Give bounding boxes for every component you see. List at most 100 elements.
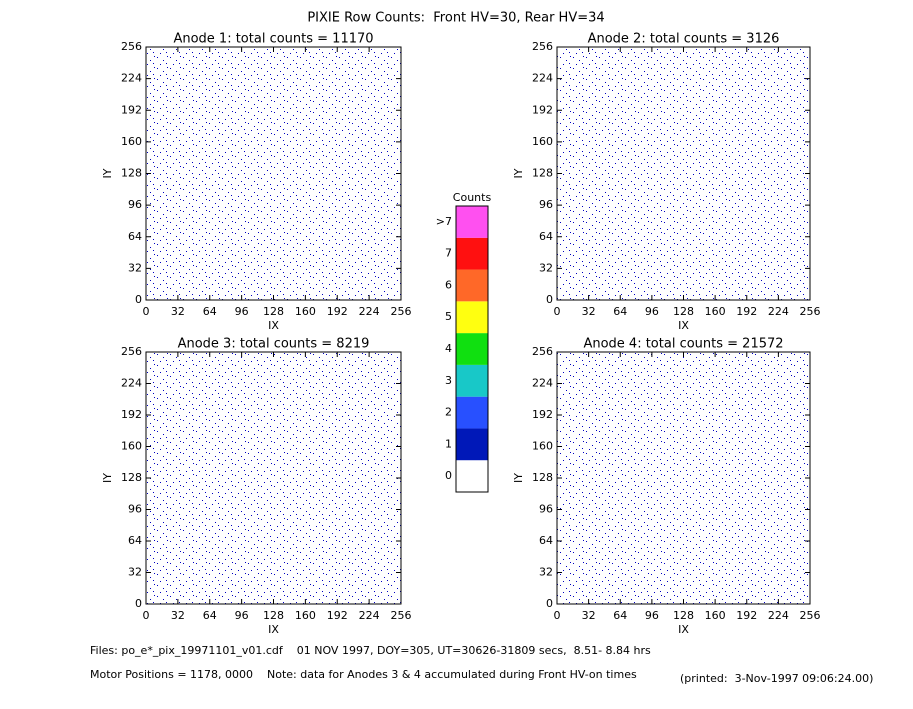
y-tick-label: 96 <box>128 503 142 516</box>
y-tick-label: 128 <box>532 471 553 484</box>
y-axis-label: IY <box>101 473 114 483</box>
y-tick-label: 0 <box>546 293 553 306</box>
y-tick-label: 192 <box>532 103 553 116</box>
colorbar-label: 5 <box>445 310 452 323</box>
x-tick-label: 128 <box>673 609 694 622</box>
x-axis-label: IX <box>268 623 279 636</box>
x-tick-label: 160 <box>705 609 726 622</box>
colorbar-swatch <box>456 301 488 334</box>
colorbar-swatch <box>456 460 488 492</box>
x-tick-label: 96 <box>235 305 249 318</box>
y-tick-label: 0 <box>135 293 142 306</box>
y-tick-label: 224 <box>121 72 142 85</box>
y-tick-label: 192 <box>121 103 142 116</box>
y-tick-label: 32 <box>539 261 553 274</box>
y-tick-label: 192 <box>121 408 142 421</box>
colorbar-swatch <box>456 237 488 270</box>
y-tick-label: 96 <box>128 198 142 211</box>
x-tick-label: 64 <box>613 305 627 318</box>
colorbar-label: 6 <box>445 278 452 291</box>
footer-printed: (printed: 3-Nov-1997 09:06:24.00) <box>680 672 873 685</box>
x-tick-label: 0 <box>143 305 150 318</box>
y-tick-label: 32 <box>128 566 142 579</box>
colorbar-label: 2 <box>445 406 452 419</box>
x-tick-label: 32 <box>171 609 185 622</box>
colorbar-swatch <box>456 396 488 429</box>
y-tick-label: 160 <box>121 135 142 148</box>
y-tick-label: 160 <box>532 440 553 453</box>
x-tick-label: 192 <box>736 305 757 318</box>
y-tick-label: 96 <box>539 198 553 211</box>
y-tick-label: 96 <box>539 503 553 516</box>
y-tick-label: 32 <box>128 261 142 274</box>
x-tick-label: 96 <box>645 609 659 622</box>
panel-title: Anode 1: total counts = 11170 <box>173 32 373 47</box>
y-tick-label: 224 <box>532 377 553 390</box>
x-tick-label: 224 <box>359 609 380 622</box>
x-axis-label: IX <box>268 319 279 332</box>
x-tick-label: 32 <box>171 305 185 318</box>
panel-title: Anode 3: total counts = 8219 <box>178 337 370 352</box>
x-tick-label: 128 <box>263 305 284 318</box>
y-tick-label: 128 <box>532 167 553 180</box>
y-tick-label: 64 <box>128 534 142 547</box>
x-tick-label: 224 <box>768 305 789 318</box>
x-tick-label: 224 <box>768 609 789 622</box>
x-tick-label: 192 <box>327 305 348 318</box>
panel-title: Anode 4: total counts = 21572 <box>583 337 783 352</box>
y-tick-label: 224 <box>532 72 553 85</box>
footer-motor: Motor Positions = 1178, 0000 Note: data … <box>90 668 637 681</box>
x-tick-label: 192 <box>327 609 348 622</box>
count-map <box>557 352 810 604</box>
y-tick-label: 0 <box>546 597 553 610</box>
x-tick-label: 0 <box>143 609 150 622</box>
y-axis-label: IY <box>101 168 114 178</box>
y-tick-label: 128 <box>121 167 142 180</box>
panel-title: Anode 2: total counts = 3126 <box>588 32 780 47</box>
x-axis-label: IX <box>678 319 689 332</box>
x-tick-label: 96 <box>235 609 249 622</box>
y-tick-label: 192 <box>532 408 553 421</box>
y-tick-label: 256 <box>121 345 142 358</box>
y-tick-label: 32 <box>539 566 553 579</box>
x-tick-label: 64 <box>203 305 217 318</box>
x-axis-label: IX <box>678 623 689 636</box>
colorbar-swatch <box>456 428 488 461</box>
y-tick-label: 256 <box>532 345 553 358</box>
x-tick-label: 256 <box>800 609 821 622</box>
x-tick-label: 64 <box>613 609 627 622</box>
y-tick-label: 160 <box>121 440 142 453</box>
x-tick-label: 32 <box>582 305 596 318</box>
x-tick-label: 160 <box>295 609 316 622</box>
x-tick-label: 128 <box>673 305 694 318</box>
colorbar-label: 7 <box>445 247 452 260</box>
colorbar-label: 4 <box>445 342 452 355</box>
y-tick-label: 64 <box>539 534 553 547</box>
colorbar-title: Counts <box>453 191 492 204</box>
page-title: PIXIE Row Counts: Front HV=30, Rear HV=3… <box>307 11 604 26</box>
y-axis-label: IY <box>512 168 525 178</box>
y-tick-label: 64 <box>128 230 142 243</box>
x-tick-label: 256 <box>391 609 412 622</box>
x-tick-label: 64 <box>203 609 217 622</box>
colorbar-label: 3 <box>445 374 452 387</box>
colorbar-label: 0 <box>445 469 452 482</box>
y-tick-label: 224 <box>121 377 142 390</box>
y-tick-label: 256 <box>532 40 553 53</box>
x-tick-label: 32 <box>582 609 596 622</box>
x-tick-label: 128 <box>263 609 284 622</box>
y-tick-label: 160 <box>532 135 553 148</box>
colorbar-swatch <box>456 206 488 238</box>
colorbar-swatch <box>456 333 488 365</box>
colorbar-swatch <box>456 364 488 397</box>
x-tick-label: 256 <box>391 305 412 318</box>
x-tick-label: 160 <box>705 305 726 318</box>
colorbar-label: >7 <box>436 215 452 228</box>
y-tick-label: 256 <box>121 40 142 53</box>
x-tick-label: 0 <box>554 305 561 318</box>
x-tick-label: 160 <box>295 305 316 318</box>
count-map <box>146 352 401 604</box>
x-tick-label: 192 <box>736 609 757 622</box>
x-tick-label: 0 <box>554 609 561 622</box>
